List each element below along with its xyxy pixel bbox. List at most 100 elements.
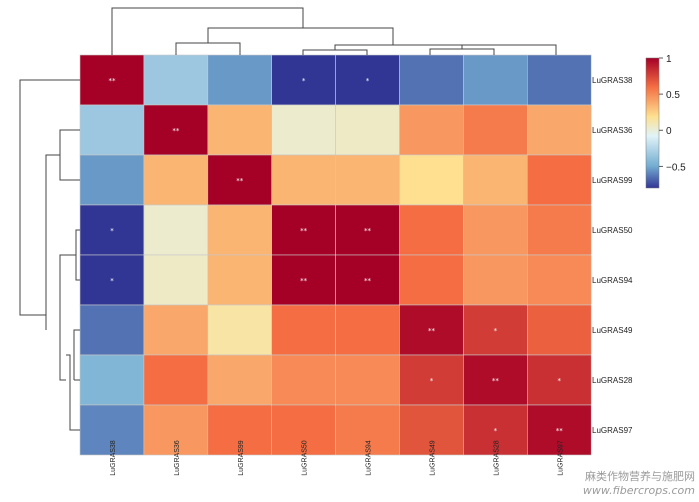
significance-mark: * bbox=[430, 377, 434, 385]
heatmap-cell bbox=[335, 404, 400, 456]
row-label: LuGRAS97 bbox=[592, 426, 633, 435]
heatmap-cell bbox=[271, 54, 336, 106]
significance-mark: * bbox=[558, 377, 562, 385]
heatmap-cell bbox=[271, 304, 336, 356]
column-label: LuGRAS36 bbox=[174, 440, 181, 476]
heatmap-cell bbox=[143, 104, 209, 156]
watermark-title: 麻类作物营养与施肥网 bbox=[585, 470, 695, 483]
significance-mark: * bbox=[494, 327, 498, 335]
heatmap-cell bbox=[399, 154, 464, 206]
heatmap-cell bbox=[79, 404, 145, 456]
row-label: LuGRAS99 bbox=[592, 176, 633, 185]
heatmap-cell bbox=[143, 204, 209, 256]
heatmap-cell bbox=[526, 104, 592, 156]
heatmap-cell bbox=[143, 304, 209, 356]
watermark-url: www.fibercrops.com bbox=[582, 484, 695, 497]
heatmap-cell bbox=[335, 204, 400, 256]
significance-mark: ** bbox=[556, 427, 564, 435]
heatmap-cell bbox=[143, 54, 209, 106]
heatmap-cell bbox=[463, 204, 528, 256]
heatmap-cell bbox=[463, 104, 528, 156]
heatmap-cell bbox=[335, 154, 400, 206]
column-label: LuGRAS50 bbox=[302, 440, 309, 476]
row-labels: LuGRAS38 LuGRAS36 LuGRAS99 LuGRAS50 LuGRAS94… bbox=[592, 76, 633, 435]
significance-mark: ** bbox=[236, 177, 244, 185]
heatmap-cell bbox=[271, 404, 336, 456]
heatmap-cell bbox=[399, 304, 464, 356]
significance-mark: * bbox=[302, 77, 306, 85]
heatmap-cell bbox=[399, 54, 464, 106]
column-label: LuGRAS99 bbox=[238, 440, 245, 476]
heatmap-cell bbox=[463, 354, 528, 406]
row-label: LuGRAS49 bbox=[592, 326, 633, 335]
heatmap-cells bbox=[79, 54, 592, 456]
heatmap-cell bbox=[79, 104, 145, 156]
heatmap-cell bbox=[526, 204, 592, 256]
heatmap-cell bbox=[143, 404, 209, 456]
heatmap-cell bbox=[79, 304, 145, 356]
colorbar-gradient bbox=[645, 57, 660, 189]
row-label: LuGRAS28 bbox=[592, 376, 633, 385]
heatmap-cell bbox=[207, 404, 273, 456]
heatmap-cell bbox=[526, 154, 592, 206]
heatmap-cell bbox=[463, 54, 528, 106]
watermark: 麻类作物营养与施肥网 www.fibercrops.com bbox=[560, 470, 695, 500]
heatmap-cell bbox=[207, 204, 273, 256]
significance-mark: ** bbox=[428, 327, 436, 335]
heatmap-cell bbox=[526, 354, 592, 406]
significance-mark: ** bbox=[492, 377, 500, 385]
heatmap-cell bbox=[526, 404, 592, 456]
heatmap-cell bbox=[399, 404, 464, 456]
heatmap-cell bbox=[207, 104, 273, 156]
significance-mark: * bbox=[110, 227, 114, 235]
row-label: LuGRAS50 bbox=[592, 226, 633, 235]
column-label: LuGRAS97 bbox=[557, 440, 564, 476]
heatmap-cell bbox=[143, 154, 209, 206]
heatmap-cell bbox=[526, 304, 592, 356]
significance-mark: ** bbox=[300, 277, 308, 285]
heatmap-cell bbox=[207, 254, 273, 306]
column-dendrogram bbox=[111, 7, 557, 55]
significance-mark: ** bbox=[364, 227, 372, 235]
colorbar-tick-label: −0.5 bbox=[666, 162, 686, 173]
heatmap-cell bbox=[335, 54, 400, 106]
heatmap-cell bbox=[207, 354, 273, 406]
column-label: LuGRAS38 bbox=[110, 440, 117, 476]
colorbar-tick-label: 0 bbox=[666, 126, 672, 137]
heatmap-cell bbox=[271, 154, 336, 206]
heatmap-cell bbox=[207, 54, 273, 106]
heatmap-cell bbox=[399, 254, 464, 306]
heatmap-cell bbox=[335, 104, 400, 156]
heatmap-cell bbox=[79, 354, 145, 406]
heatmap-cell bbox=[463, 254, 528, 306]
heatmap-cell bbox=[207, 304, 273, 356]
heatmap-cell bbox=[399, 204, 464, 256]
row-dendrogram bbox=[19, 79, 80, 431]
heatmap-cell bbox=[463, 154, 528, 206]
column-label: LuGRAS49 bbox=[429, 440, 436, 476]
significance-marks: ** * ****** ** *** ** **** ** ** ** ** bbox=[108, 77, 563, 435]
heatmap-cell bbox=[271, 104, 336, 156]
heatmap-cell bbox=[463, 404, 528, 456]
heatmap-cell bbox=[271, 254, 336, 306]
heatmap-cell bbox=[399, 104, 464, 156]
column-labels: LuGRAS38 LuGRAS36 LuGRAS99 LuGRAS50 LuGRAS94… bbox=[110, 440, 564, 476]
colorbar: 1 0.5 0 −0.5 bbox=[645, 54, 686, 189]
significance-mark: * bbox=[366, 77, 370, 85]
heatmap-cell bbox=[335, 354, 400, 406]
column-label: LuGRAS28 bbox=[493, 440, 500, 476]
heatmap-cell bbox=[79, 204, 145, 256]
significance-mark: * bbox=[110, 277, 114, 285]
significance-mark: ** bbox=[172, 127, 180, 135]
heatmap-cell bbox=[79, 54, 145, 106]
heatmap-cell bbox=[207, 154, 273, 206]
colorbar-tick-label: 1 bbox=[666, 54, 672, 65]
heatmap-cell bbox=[143, 354, 209, 406]
significance-mark: ** bbox=[300, 227, 308, 235]
colorbar-tick-label: 0.5 bbox=[666, 90, 680, 101]
heatmap-cell bbox=[463, 304, 528, 356]
heatmap-cell bbox=[79, 154, 145, 206]
significance-mark: * bbox=[494, 427, 498, 435]
row-label: LuGRAS38 bbox=[592, 76, 633, 85]
